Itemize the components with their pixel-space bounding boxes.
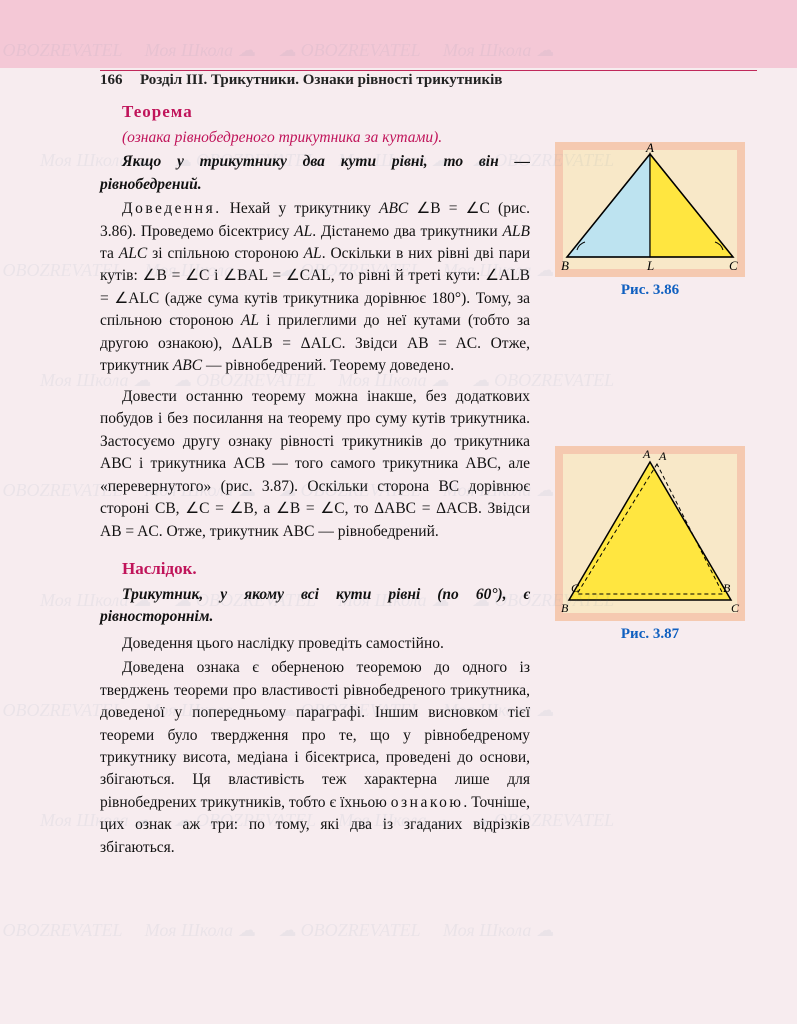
corollary-statement: Трикутник, у якому всі кути рівні (по 60…	[100, 584, 530, 629]
figure-caption-1: Рис. 3.86	[555, 282, 745, 299]
svg-text:B: B	[561, 258, 569, 273]
main-content: Теорема (ознака рівнобедреного трикутник…	[100, 100, 530, 861]
proof-text: . Дістанемо два трикутники	[312, 223, 502, 240]
svg-text:L: L	[646, 258, 654, 273]
figure-3-87: A A B C C B	[555, 446, 745, 621]
corollary-title: Наслідок.	[100, 557, 530, 582]
corollary-para-1: Доведення цього наслідку проведіть самос…	[100, 633, 530, 655]
svg-text:A: A	[645, 142, 654, 155]
header-band	[0, 0, 797, 68]
figure-3-86: A B C L	[555, 142, 745, 277]
proof-lead: Доведення.	[122, 200, 222, 217]
svg-text:A: A	[642, 447, 651, 461]
proof-paragraph-2: Довести останню теорему можна інакше, бе…	[100, 386, 530, 543]
corollary-text: Доведена ознака є оберненою теоремою до …	[100, 659, 530, 811]
figure-caption-2: Рис. 3.87	[555, 626, 745, 643]
svg-text:B: B	[561, 601, 569, 615]
theorem-title: Теорема	[100, 100, 530, 125]
proof-text: зі спільною стороною	[147, 245, 303, 262]
proof-text: — рівнобедрений. Теорему доведено.	[202, 357, 454, 374]
svg-text:C: C	[729, 258, 738, 273]
proof-text: та	[100, 245, 119, 262]
corollary-spaced: ознакою	[391, 794, 464, 811]
proof-paragraph-1: Доведення. Нехай у трикутнику ABC ∠B = ∠…	[100, 198, 530, 378]
theorem-statement: Якщо у трикутнику два кути рівні, то він…	[100, 151, 530, 196]
triangle-diagram-2: A A B C C B	[555, 446, 745, 621]
triangle-diagram-1: A B C L	[555, 142, 745, 277]
theorem-subtitle: (ознака рівнобедреного трикутника за кут…	[100, 127, 530, 149]
svg-text:C: C	[731, 601, 740, 615]
chapter-title: Розділ III. Трикутники. Ознаки рівності …	[140, 72, 502, 89]
page-number: 166	[100, 72, 123, 89]
svg-text:C: C	[571, 581, 580, 595]
header-rule	[100, 70, 757, 71]
svg-text:B: B	[723, 581, 731, 595]
proof-text: Нехай у трикутнику	[230, 200, 379, 217]
svg-text:A: A	[658, 449, 667, 463]
corollary-para-2: Доведена ознака є оберненою теоремою до …	[100, 657, 530, 859]
